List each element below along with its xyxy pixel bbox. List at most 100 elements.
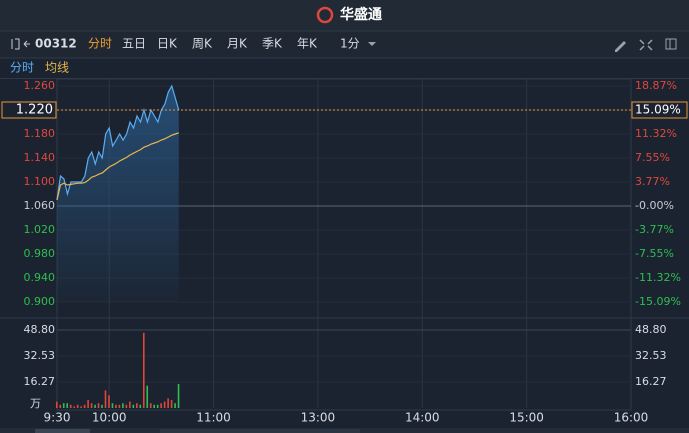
x-tick-label: 11:00	[196, 411, 231, 425]
y-tick-label: 1.100	[24, 175, 56, 188]
period-tabs: 分时 五日 日K 周K 月K 季K 年K	[88, 37, 318, 51]
x-tick-label: 16:00	[614, 411, 649, 425]
last-price-label: 1.220	[16, 103, 53, 118]
y-tick-label: 1.060	[24, 199, 56, 212]
volume-bar	[104, 390, 107, 408]
symbol: 00312	[35, 37, 77, 51]
volume-bar	[163, 401, 166, 408]
top-bar	[0, 0, 689, 31]
legend-entry: 分时	[10, 61, 34, 75]
volume-bar	[167, 398, 169, 408]
volume-bar	[136, 403, 138, 408]
y2-tick-label: -15.09%	[635, 295, 681, 308]
volume-bar	[153, 404, 156, 408]
series-line	[56, 132, 179, 201]
y2-tick-label: 3.77%	[635, 175, 670, 188]
y-tick-label: 1.260	[24, 79, 56, 92]
logo	[316, 6, 334, 24]
period-tab[interactable]: 五日	[122, 37, 146, 51]
last-change-label: 15.09%	[635, 103, 681, 117]
x-tick-label: 14:00	[405, 411, 440, 425]
chart: 9:30 10:00 11:00 13:00 14:00 15:00 16:00 1.260 1…	[0, 78, 689, 425]
volume-bar	[111, 403, 114, 408]
dropdown-icon[interactable]	[368, 42, 376, 46]
legend-entry: 均线	[45, 61, 69, 75]
volume-bar	[87, 400, 89, 408]
expand-icon[interactable]	[639, 39, 653, 51]
y-tick-label: 0.900	[24, 295, 56, 308]
volume-bar	[108, 395, 110, 408]
volume-bar	[62, 403, 65, 408]
volume-tick-label: 48.80	[635, 323, 667, 336]
volume-bar	[56, 401, 58, 408]
last-change-box	[631, 101, 688, 119]
volume-tick-label: 16.27	[635, 375, 667, 388]
volume-bar	[177, 384, 180, 408]
volume-tick-label: 16.27	[24, 375, 56, 388]
period-tab[interactable]: 分时	[88, 37, 112, 51]
period-tab[interactable]: 月K	[227, 37, 248, 51]
x-tick-label: 15:00	[509, 411, 544, 425]
draw-icon[interactable]	[615, 41, 626, 52]
volume-bar	[76, 404, 79, 408]
volume-bar	[125, 404, 128, 408]
scrollbar-thumb[interactable]	[35, 429, 90, 433]
side-toggle-icon[interactable]	[11, 38, 30, 50]
x-tick-label: 13:00	[301, 411, 336, 425]
period-tab[interactable]: 日K	[157, 37, 178, 51]
x-tick-label: 10:00	[92, 411, 127, 425]
volume-bar	[122, 403, 124, 408]
volume-bar	[115, 404, 117, 408]
volume-bar	[129, 401, 131, 408]
volume-bar	[94, 404, 96, 408]
volume-tick-label: 48.80	[24, 323, 56, 336]
volume-bar	[142, 332, 145, 408]
volume-tick-label: 32.53	[24, 349, 56, 362]
y-tick-label: 1.140	[24, 151, 56, 164]
volume-bar	[83, 404, 86, 408]
last-price-box	[1, 101, 57, 119]
y2-tick-label: 11.32%	[635, 127, 677, 140]
volume-bar	[66, 403, 69, 408]
volume-tick-label: 32.53	[635, 349, 667, 362]
volume-bar	[101, 404, 103, 408]
toolbar	[0, 31, 689, 58]
volume-bar	[170, 400, 173, 408]
y-tick-label: 0.980	[24, 247, 56, 260]
volume-bar	[73, 406, 75, 408]
volume-bar	[97, 403, 100, 408]
interval[interactable]: 1分	[340, 37, 360, 51]
volume-bar	[160, 403, 162, 408]
y2-tick-label: -11.32%	[635, 271, 681, 284]
volume-bar	[80, 406, 82, 408]
period-tab[interactable]: 周K	[192, 37, 213, 51]
price-area	[57, 86, 179, 302]
y2-tick-label: -0.00%	[635, 199, 674, 212]
x-tick-label: 9:30	[44, 411, 71, 425]
y-tick-label: 1.180	[24, 127, 56, 140]
y2-tick-label: -7.55%	[635, 247, 674, 260]
period-tab[interactable]: 年K	[297, 37, 318, 51]
volume-bar	[156, 404, 159, 408]
layout-icon[interactable]	[665, 38, 677, 50]
series-line	[56, 84, 180, 201]
volume-unit: 万	[30, 397, 41, 410]
volume-bar	[132, 404, 135, 408]
volume-bar	[174, 403, 176, 408]
volume-bar	[149, 403, 152, 408]
brand: 华盛通	[340, 6, 382, 23]
legend: 分时 均线	[10, 61, 69, 75]
y2-tick-label: 7.55%	[635, 151, 670, 164]
volume-bar	[59, 404, 62, 408]
volume-bar	[69, 404, 72, 408]
period-tab[interactable]: 季K	[262, 37, 283, 51]
volume-bar	[139, 404, 142, 408]
scrollbar-segment	[160, 429, 360, 433]
y2-tick-label: 18.87%	[635, 79, 677, 92]
y2-tick-label: -3.77%	[635, 223, 674, 236]
y-tick-label: 1.020	[24, 223, 56, 236]
volume-bar	[146, 385, 149, 408]
volume-bar	[118, 404, 121, 408]
y-tick-label: 0.940	[24, 271, 56, 284]
